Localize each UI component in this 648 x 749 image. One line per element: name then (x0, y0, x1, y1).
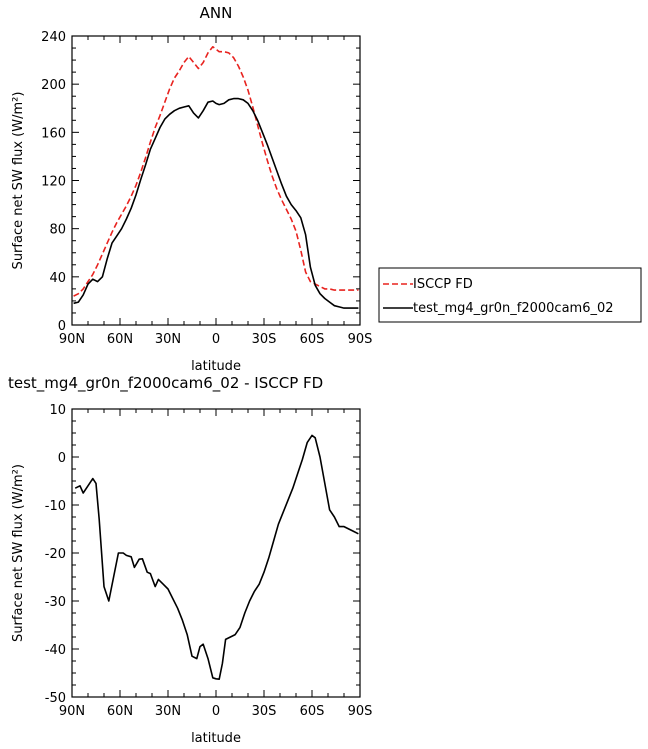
y-tick-label: 0 (58, 451, 66, 466)
x-tick-label: 30S (252, 704, 277, 719)
x-tick-label: 90S (348, 704, 373, 719)
chart-legend: ISCCP FD test_mg4_gr0n_f2000cam6_02 (378, 267, 642, 323)
y-tick-label: 200 (41, 78, 66, 93)
x-tick-label: 90N (59, 332, 85, 347)
y-axis-label: Surface net SW flux (W/m²) (11, 92, 26, 270)
legend-box (378, 267, 642, 323)
y-tick-label: -50 (45, 691, 66, 706)
y-axis-label: Surface net SW flux (W/m²) (11, 464, 26, 642)
chart-title: ANN (200, 4, 233, 22)
legend-label: test_mg4_gr0n_f2000cam6_02 (413, 301, 614, 316)
y-tick-label: 80 (49, 223, 66, 238)
y-tick-label: 10 (49, 403, 66, 418)
x-tick-label: 0 (212, 704, 220, 719)
series-line-1 (73, 97, 359, 309)
bottom-chart-panel: test_mg4_gr0n_f2000cam6_02 - ISCCP FD -50… (8, 374, 372, 746)
y-tick-label: -10 (45, 499, 66, 514)
x-axis-label: latitude (191, 359, 241, 374)
x-tick-label: 60N (107, 704, 133, 719)
x-tick-label: 60S (300, 332, 325, 347)
y-tick-label: 160 (41, 126, 66, 141)
plot-frame (71, 408, 361, 698)
top-chart-panel: ANN 0 40 80 120 160 200 240 90N 60N 30N 0 30S 60S 90S l… (11, 4, 642, 374)
series-line-0 (74, 434, 359, 681)
x-tick-label: 0 (212, 332, 220, 347)
x-tick-label: 90N (59, 704, 85, 719)
y-tick-label: -20 (45, 547, 66, 562)
plot-frame (71, 35, 361, 326)
x-axis-label: latitude (191, 731, 241, 746)
x-tick-label: 60S (300, 704, 325, 719)
x-tick-label: 30N (155, 332, 181, 347)
y-tick-label: 240 (41, 30, 66, 45)
chart-title: test_mg4_gr0n_f2000cam6_02 - ISCCP FD (8, 374, 323, 393)
x-tick-label: 90S (348, 332, 373, 347)
x-tick-label: 60N (107, 332, 133, 347)
y-tick-label: -30 (45, 595, 66, 610)
y-tick-label: -40 (45, 643, 66, 658)
y-tick-label: 120 (41, 175, 66, 190)
legend-label: ISCCP FD (413, 277, 473, 292)
y-tick-label: 40 (49, 271, 66, 286)
y-tick-label: 0 (58, 319, 66, 334)
series-line-0 (73, 45, 359, 297)
x-tick-label: 30S (252, 332, 277, 347)
x-tick-label: 30N (155, 704, 181, 719)
